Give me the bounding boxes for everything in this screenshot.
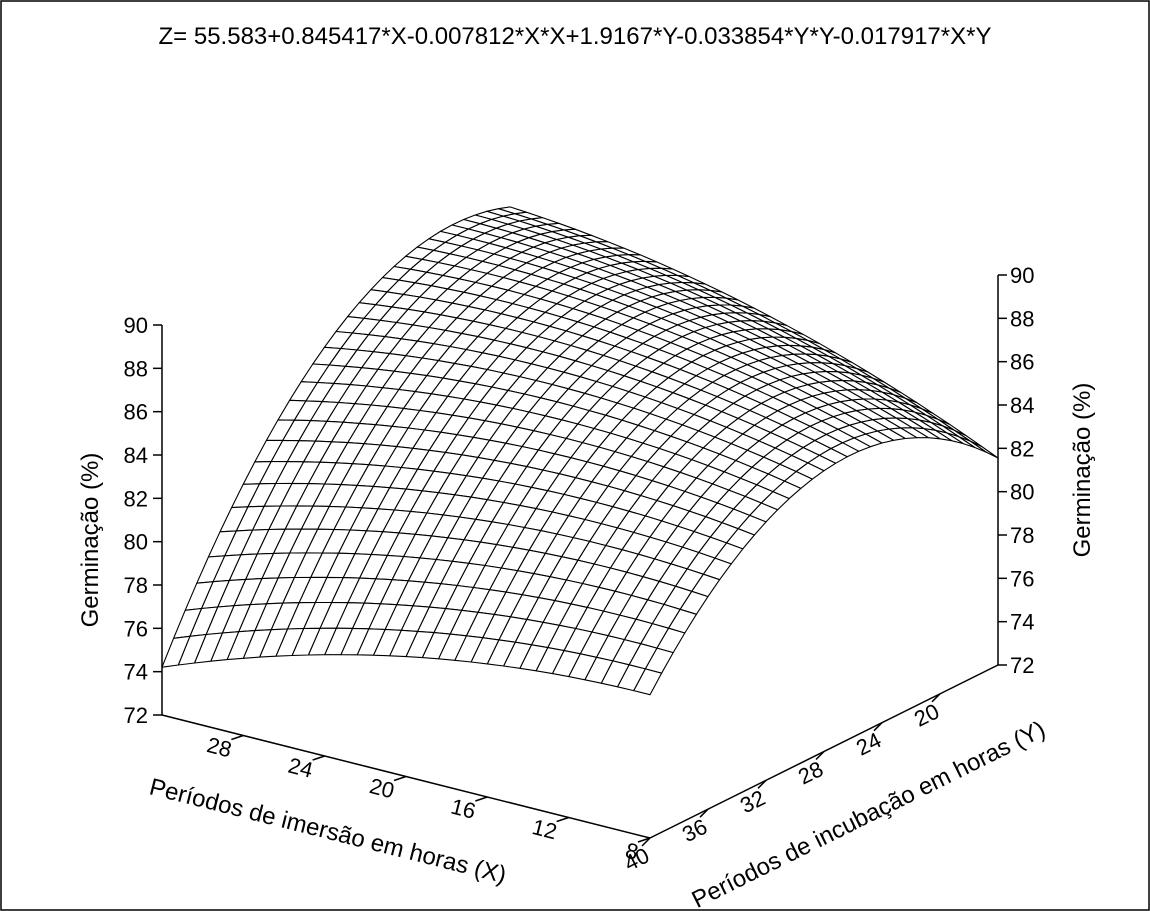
z-tick-label-left: 74 [124,660,148,685]
x-tick [475,796,488,802]
z-tick-label-left: 78 [124,573,148,598]
z-tick-label-right: 88 [1010,306,1034,331]
y-tick [641,837,651,847]
z-tick-label-left: 88 [124,356,148,381]
z-tick-label-right: 72 [1010,653,1034,678]
x-tick-label: 12 [530,814,560,844]
z-tick-label-right: 76 [1010,566,1034,591]
surface-mesh [161,206,999,696]
z-tick-label-left: 80 [124,530,148,555]
x-tick-label: 28 [204,732,234,762]
x-tick [637,837,651,843]
z-axis-title-left: Germinação (%) [77,453,104,628]
x-tick [556,816,569,823]
z-tick-label-right: 74 [1010,610,1034,635]
y-tick [873,722,883,732]
z-tick-label-right: 90 [1010,263,1034,288]
z-tick-label-right: 78 [1010,523,1034,548]
z-tick-label-left: 72 [124,703,148,728]
y-tick [699,808,709,818]
z-tick-label-right: 86 [1010,350,1034,375]
z-tick-label-right: 84 [1010,393,1034,418]
x-tick [231,734,244,741]
x-tick [393,775,407,782]
z-tick-label-right: 80 [1010,480,1034,505]
z-axis-title-right: Germinação (%) [1069,383,1096,558]
z-tick-label-left: 86 [124,400,148,425]
y-tick [815,750,825,761]
z-tick-label-left: 90 [124,313,148,338]
z-tick-label-left: 84 [124,443,148,468]
y-tick [757,779,767,789]
z-tick-label-right: 82 [1010,436,1034,461]
z-tick-label-left: 82 [124,486,148,511]
z-tick-label-left: 76 [124,616,148,641]
x-tick-label: 16 [448,794,478,824]
x-tick-label: 24 [286,753,316,783]
x-tick-label: 8 [623,838,641,865]
x-tick-label: 20 [367,773,397,803]
x-tick [312,755,325,761]
chart-title: Z= 55.583+0.845417*X-0.007812*X*X+1.9167… [159,23,992,50]
y-tick [931,693,941,703]
